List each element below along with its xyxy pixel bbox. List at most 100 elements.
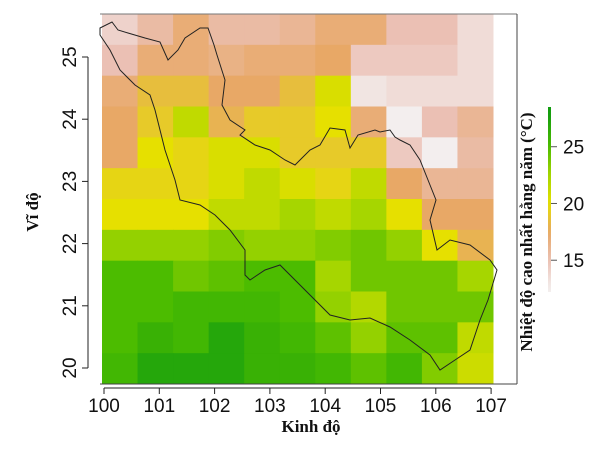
colorbar-tick-label: 20 [563, 194, 584, 215]
heatmap-cell [315, 353, 352, 385]
heatmap-cell [173, 75, 210, 107]
heatmap-cell [386, 353, 423, 385]
heatmap-cell [279, 199, 316, 231]
heatmap-cell [173, 260, 210, 292]
heatmap-cell [315, 260, 352, 292]
heatmap-cell [173, 14, 210, 46]
heatmap-cell [421, 168, 458, 200]
heatmap-cell [386, 75, 423, 107]
heatmap-cell [315, 322, 352, 354]
border-outline [99, 21, 498, 371]
colorbar-tick-label: 25 [563, 138, 584, 159]
x-tick-label: 105 [365, 396, 397, 417]
heatmap-cell [457, 291, 494, 323]
heatmap-cell [137, 353, 174, 385]
heatmap-cell [244, 322, 281, 354]
heatmap-cell [102, 168, 139, 200]
heatmap-cell [421, 260, 458, 292]
heatmap-cell [350, 353, 387, 385]
heatmap-cell [173, 168, 210, 200]
heatmap-cell [421, 75, 458, 107]
heatmap-cell [457, 137, 494, 169]
heatmap-cell [386, 229, 423, 262]
heatmap-cell [279, 229, 316, 262]
heatmap-cell [457, 106, 494, 138]
heatmap-cell [350, 168, 387, 200]
heatmap-cell [315, 137, 352, 169]
heatmap-cell [173, 44, 210, 77]
heatmap-cell [208, 291, 245, 323]
heatmap-cell [350, 75, 387, 107]
heatmap-cell [137, 199, 174, 231]
heatmap-cell [350, 322, 387, 354]
heatmap-cell [173, 137, 210, 169]
heatmap-cell [386, 168, 423, 200]
heatmap-cell [137, 44, 174, 77]
heatmap-cell [279, 322, 316, 354]
heatmap-cell [244, 291, 281, 323]
heatmap-cell [173, 322, 210, 354]
heatmap-cell [102, 75, 139, 107]
x-tick-label: 103 [254, 396, 286, 417]
heatmap-cell [137, 322, 174, 354]
x-tick-label: 106 [420, 396, 452, 417]
y-tick-label: 23 [60, 171, 81, 192]
x-tick-label: 100 [88, 396, 120, 417]
heatmap-cells [102, 14, 494, 385]
heatmap-cell [457, 260, 494, 292]
heatmap-cell [386, 322, 423, 354]
heatmap-cell [208, 106, 245, 138]
heatmap-cell [421, 14, 458, 46]
colorbar-label: Nhiệt độ cao nhất hằng năm (°C) [517, 112, 536, 351]
heatmap-cell [137, 291, 174, 323]
heatmap-cell [350, 14, 387, 46]
heatmap-cell [421, 44, 458, 77]
heatmap-cell [173, 353, 210, 385]
heatmap-cell [315, 14, 352, 46]
heatmap-cell [102, 106, 139, 138]
heatmap-cell [457, 168, 494, 200]
heatmap-cell [315, 229, 352, 262]
heatmap-cell [279, 44, 316, 77]
heatmap-cell [457, 229, 494, 262]
heatmap-cell [457, 44, 494, 77]
heatmap-cell [315, 75, 352, 107]
heatmap-cell [244, 353, 281, 385]
heatmap-cell [279, 353, 316, 385]
heatmap-cell [350, 260, 387, 292]
heatmap-cell [350, 199, 387, 231]
heatmap-cell [208, 322, 245, 354]
heatmap-cell [244, 229, 281, 262]
heatmap-cell [279, 168, 316, 200]
heatmap-cell [102, 322, 139, 354]
heatmap-cell [102, 44, 139, 77]
heatmap-cell [386, 14, 423, 46]
heatmap-cell [457, 322, 494, 354]
heatmap-cell [102, 353, 139, 385]
heatmap-cell [350, 106, 387, 138]
heatmap-cell [457, 199, 494, 231]
heatmap-cell [315, 199, 352, 231]
heatmap-cell [102, 137, 139, 169]
heatmap-cell [208, 14, 245, 46]
heatmap-cell [102, 199, 139, 231]
y-axis-label: Vĩ độ [23, 192, 42, 231]
heatmap-cell [244, 168, 281, 200]
heatmap-cell [457, 353, 494, 385]
heatmap-cell [350, 137, 387, 169]
heatmap-cell [208, 229, 245, 262]
heatmap-cell [244, 106, 281, 138]
heatmap-cell [421, 353, 458, 385]
heatmap-cell [386, 199, 423, 231]
heatmap-cell [244, 75, 281, 107]
heatmap-cell [137, 260, 174, 292]
heatmap-cell [173, 229, 210, 262]
heatmap-cell [386, 291, 423, 323]
heatmap-cell [421, 229, 458, 262]
heatmap-cell [421, 322, 458, 354]
heatmap-cell [315, 291, 352, 323]
heatmap-cell [137, 229, 174, 262]
heatmap-cell [137, 14, 174, 46]
heatmap-cell [279, 291, 316, 323]
heatmap-cell [244, 260, 281, 292]
